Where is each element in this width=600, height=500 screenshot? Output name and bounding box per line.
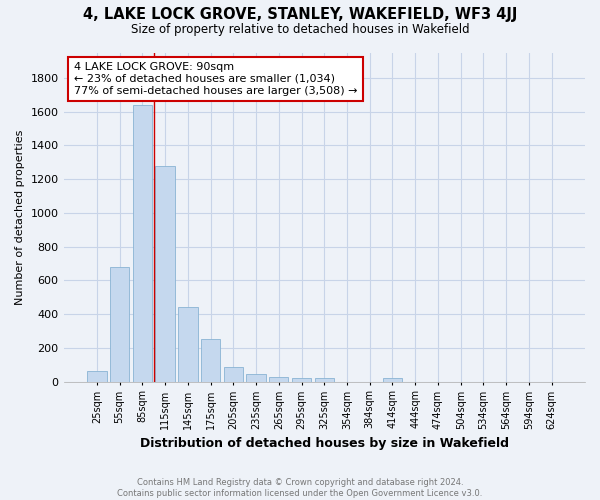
- Text: Contains HM Land Registry data © Crown copyright and database right 2024.
Contai: Contains HM Land Registry data © Crown c…: [118, 478, 482, 498]
- Bar: [201, 340, 220, 382]
- Bar: [87, 370, 107, 382]
- X-axis label: Distribution of detached houses by size in Wakefield: Distribution of detached houses by size …: [140, 437, 509, 450]
- Bar: [269, 376, 289, 382]
- Bar: [314, 378, 334, 382]
- Bar: [383, 378, 402, 382]
- Bar: [178, 308, 197, 382]
- Bar: [292, 378, 311, 382]
- Bar: [247, 374, 266, 382]
- Bar: [224, 368, 243, 382]
- Bar: [133, 105, 152, 382]
- Bar: [155, 166, 175, 382]
- Text: Size of property relative to detached houses in Wakefield: Size of property relative to detached ho…: [131, 22, 469, 36]
- Bar: [110, 267, 130, 382]
- Text: 4, LAKE LOCK GROVE, STANLEY, WAKEFIELD, WF3 4JJ: 4, LAKE LOCK GROVE, STANLEY, WAKEFIELD, …: [83, 8, 517, 22]
- Y-axis label: Number of detached properties: Number of detached properties: [15, 130, 25, 305]
- Text: 4 LAKE LOCK GROVE: 90sqm
← 23% of detached houses are smaller (1,034)
77% of sem: 4 LAKE LOCK GROVE: 90sqm ← 23% of detach…: [74, 62, 358, 96]
